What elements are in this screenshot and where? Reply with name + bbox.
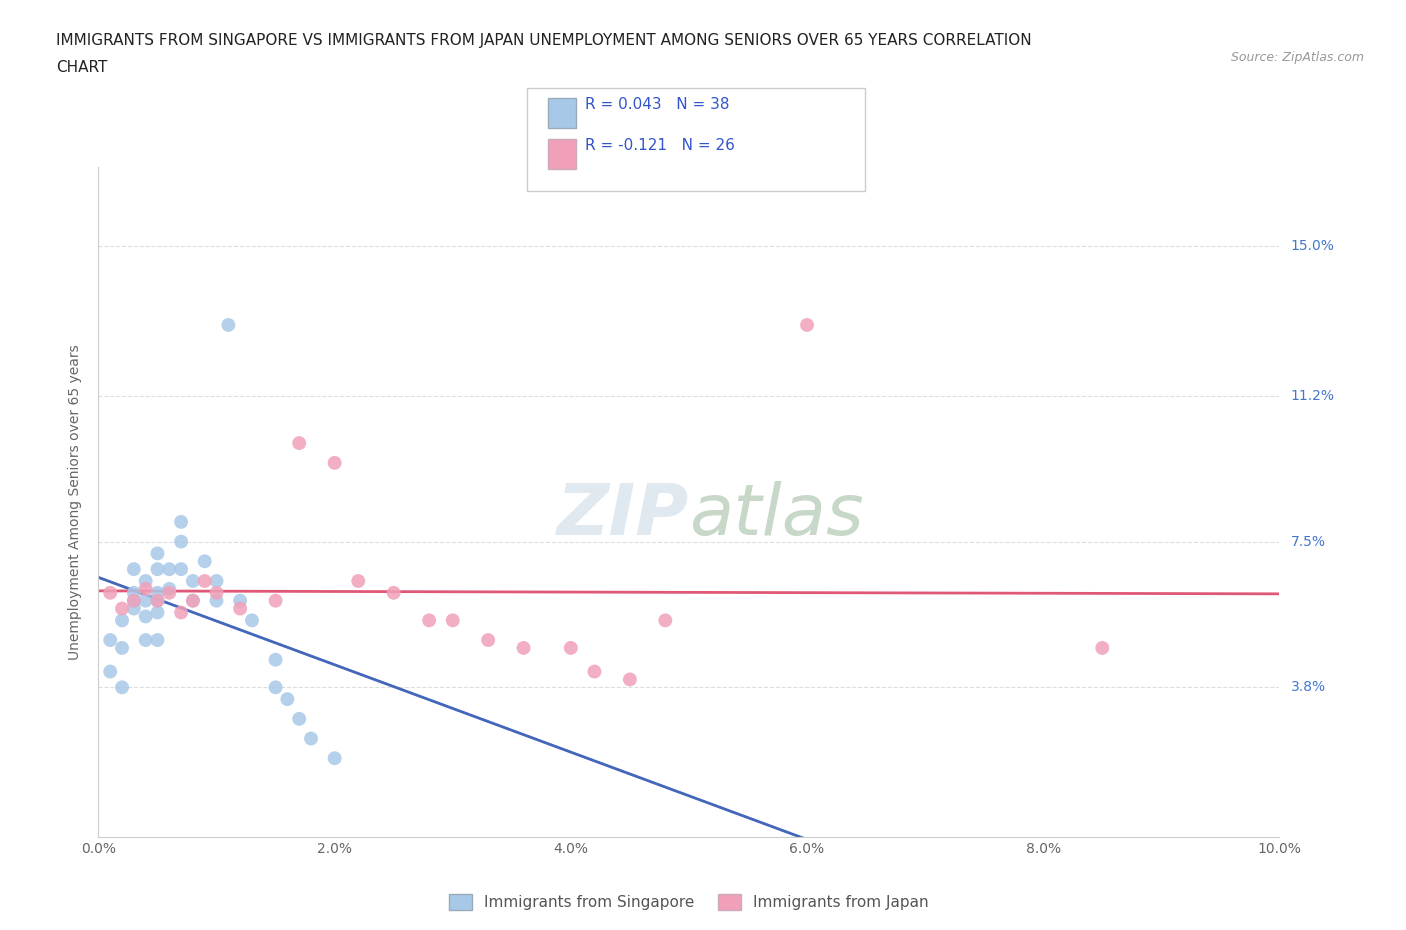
Text: CHART: CHART	[56, 60, 108, 75]
Point	[111, 601, 134, 616]
Point	[194, 574, 217, 589]
Point	[205, 574, 228, 589]
Point	[347, 574, 370, 589]
Point	[477, 632, 499, 647]
Point	[170, 534, 193, 549]
Point	[146, 605, 169, 620]
Point	[135, 574, 157, 589]
Point	[264, 652, 287, 667]
Text: 11.2%: 11.2%	[1291, 389, 1334, 403]
Text: 15.0%: 15.0%	[1291, 239, 1334, 253]
Point	[98, 585, 121, 600]
Point	[181, 593, 204, 608]
Point	[146, 546, 169, 561]
Point	[157, 581, 180, 596]
Point	[560, 641, 582, 656]
Point	[288, 435, 311, 450]
Point	[122, 593, 145, 608]
Point	[512, 641, 534, 656]
Point	[111, 613, 134, 628]
Point	[240, 613, 263, 628]
Point	[217, 317, 239, 332]
Point	[122, 585, 145, 600]
Point	[229, 601, 252, 616]
Point	[264, 593, 287, 608]
Point	[441, 613, 464, 628]
Point	[157, 585, 180, 600]
Point	[181, 593, 204, 608]
Point	[146, 562, 169, 577]
Point	[796, 317, 818, 332]
Point	[323, 751, 346, 765]
Point	[122, 601, 145, 616]
Point	[157, 562, 180, 577]
Point	[170, 605, 193, 620]
Point	[122, 562, 145, 577]
Text: IMMIGRANTS FROM SINGAPORE VS IMMIGRANTS FROM JAPAN UNEMPLOYMENT AMONG SENIORS OV: IMMIGRANTS FROM SINGAPORE VS IMMIGRANTS …	[56, 33, 1032, 47]
Point	[205, 593, 228, 608]
Point	[276, 692, 298, 707]
Point	[583, 664, 606, 679]
Point	[135, 593, 157, 608]
Point	[146, 593, 169, 608]
Point	[194, 554, 217, 569]
Point	[146, 593, 169, 608]
Point	[135, 609, 157, 624]
Point	[111, 680, 134, 695]
Text: R = -0.121   N = 26: R = -0.121 N = 26	[585, 138, 735, 153]
Text: atlas: atlas	[689, 481, 863, 550]
Point	[229, 593, 252, 608]
Point	[98, 664, 121, 679]
Point	[619, 672, 641, 687]
Point	[111, 641, 134, 656]
Point	[1091, 641, 1114, 656]
Point	[264, 680, 287, 695]
Point	[418, 613, 440, 628]
Point	[288, 711, 311, 726]
Point	[181, 574, 204, 589]
Text: 7.5%: 7.5%	[1291, 535, 1326, 549]
Point	[146, 632, 169, 647]
Point	[323, 456, 346, 471]
Point	[170, 562, 193, 577]
Point	[382, 585, 405, 600]
Text: Source: ZipAtlas.com: Source: ZipAtlas.com	[1230, 51, 1364, 64]
Point	[122, 593, 145, 608]
Point	[299, 731, 322, 746]
Text: ZIP: ZIP	[557, 481, 689, 550]
Point	[98, 632, 121, 647]
Text: R = 0.043   N = 38: R = 0.043 N = 38	[585, 97, 730, 112]
Y-axis label: Unemployment Among Seniors over 65 years: Unemployment Among Seniors over 65 years	[69, 344, 83, 660]
Point	[654, 613, 676, 628]
Point	[135, 581, 157, 596]
Point	[146, 585, 169, 600]
Legend: Immigrants from Singapore, Immigrants from Japan: Immigrants from Singapore, Immigrants fr…	[443, 888, 935, 916]
Point	[170, 514, 193, 529]
Point	[135, 632, 157, 647]
Text: 3.8%: 3.8%	[1291, 681, 1326, 695]
Point	[205, 585, 228, 600]
